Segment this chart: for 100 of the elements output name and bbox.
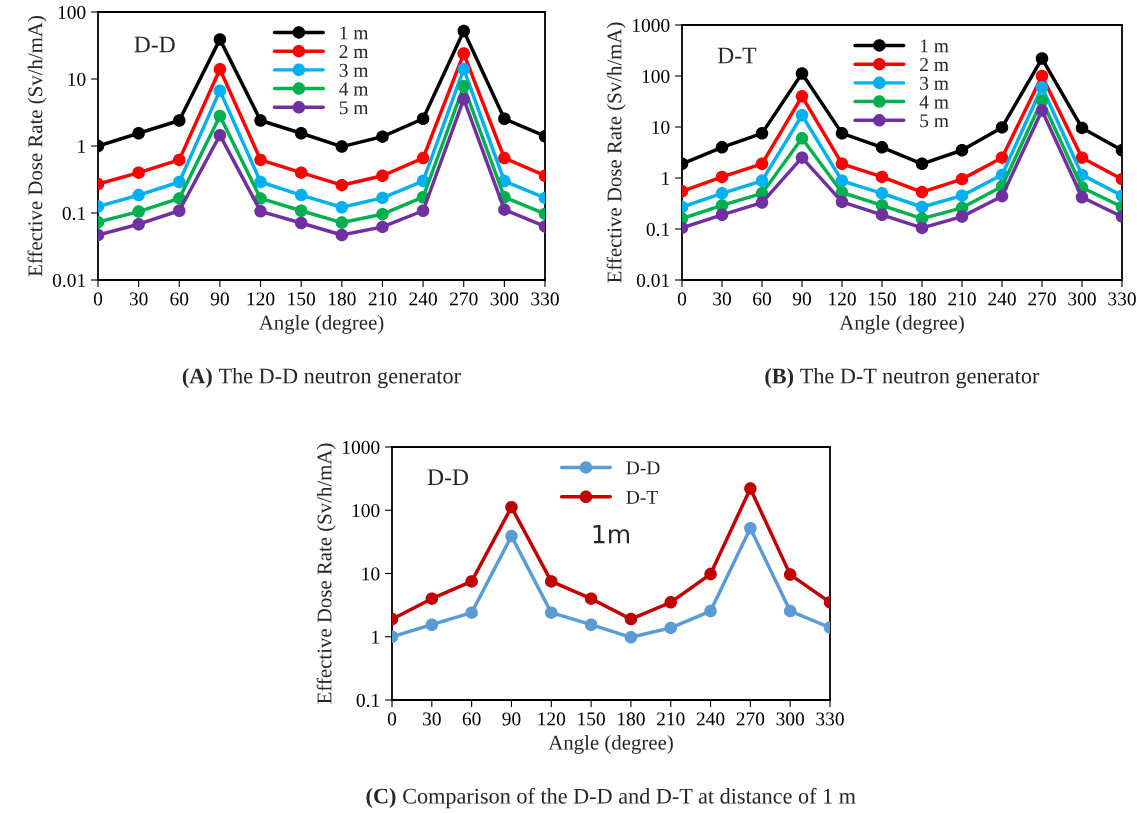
- point: [1035, 52, 1049, 65]
- x-tick-label: 180: [909, 292, 936, 306]
- x-axis-title: Angle (degree): [548, 734, 673, 754]
- x-tick-label: 120: [829, 292, 856, 306]
- point: [915, 185, 929, 199]
- y-tick-label: 10: [652, 120, 670, 134]
- point: [955, 210, 969, 223]
- point: [457, 92, 470, 106]
- x-tick-label: 120: [247, 292, 275, 306]
- point: [835, 157, 849, 171]
- point: [457, 47, 470, 60]
- point: [1035, 69, 1049, 83]
- legend-label: 2 m: [339, 45, 369, 58]
- x-tick-label: 330: [531, 292, 559, 306]
- point: [795, 151, 809, 164]
- point: [545, 575, 558, 588]
- point: [132, 127, 145, 140]
- point: [457, 79, 470, 93]
- x-tick-label: 30: [423, 712, 441, 726]
- annotation: 1m: [593, 524, 630, 544]
- y-tick-label: 10: [362, 567, 380, 581]
- x-tick-label: 180: [328, 292, 356, 306]
- x-tick-label: 240: [696, 712, 725, 726]
- x-tick-label: 270: [1028, 292, 1056, 306]
- point: [132, 166, 145, 179]
- point: [335, 200, 349, 214]
- point: [795, 132, 809, 145]
- text: (B) The D-T neutron generator: [765, 367, 1040, 389]
- x-tick-label: 0: [93, 292, 103, 306]
- x-tick-label: 60: [170, 292, 189, 306]
- point: [744, 521, 757, 535]
- point: [795, 90, 809, 103]
- x-tick-label: 90: [210, 292, 229, 306]
- y-tick-label: 1: [662, 171, 670, 185]
- legend-label: 4 m: [339, 82, 369, 96]
- point: [376, 207, 389, 221]
- point: [335, 228, 349, 242]
- legend-label: 4 m: [919, 95, 949, 109]
- point: [755, 196, 769, 209]
- point: [715, 208, 729, 222]
- x-tick-label: 0: [387, 712, 397, 726]
- point: [995, 151, 1009, 164]
- point: [416, 204, 430, 218]
- point: [132, 205, 145, 218]
- point: [624, 631, 638, 644]
- x-axis-title: Angle (degree): [258, 314, 384, 334]
- legend-label: 3 m: [920, 76, 949, 90]
- y-tick-label: 1000: [343, 440, 380, 454]
- x-tick-label: 330: [816, 712, 844, 726]
- point: [254, 175, 267, 189]
- y-tick-label: 100: [58, 5, 86, 19]
- y-tick-label: 10: [68, 72, 86, 86]
- x-tick-label: 330: [1108, 292, 1136, 306]
- point: [132, 217, 145, 231]
- x-tick-label: 300: [776, 712, 805, 726]
- x-tick-label: 30: [129, 292, 148, 306]
- x-tick-label: 180: [618, 712, 645, 726]
- point: [584, 592, 598, 605]
- y-tick-label: 0.1: [62, 206, 86, 221]
- point: [254, 153, 267, 167]
- point: [783, 568, 797, 581]
- point: [955, 189, 969, 202]
- point: [915, 157, 929, 171]
- point: [875, 187, 889, 200]
- x-tick-label: 30: [713, 292, 731, 306]
- y-tick-label: 0.1: [646, 222, 670, 237]
- point: [254, 114, 267, 127]
- point: [995, 189, 1009, 203]
- point: [254, 205, 267, 218]
- point: [505, 500, 518, 514]
- legend-label: 3 m: [339, 63, 369, 77]
- point: [704, 567, 717, 581]
- x-tick-label: 90: [502, 712, 521, 726]
- y-tick-label: 100: [352, 504, 380, 518]
- annotation: D-D: [134, 36, 175, 53]
- point: [294, 166, 308, 179]
- point: [294, 204, 308, 218]
- point: [294, 216, 308, 230]
- point: [213, 109, 227, 123]
- y-tick-label: 100: [642, 69, 670, 83]
- x-tick-label: 300: [490, 292, 519, 306]
- point: [955, 172, 969, 186]
- x-tick-label: 270: [450, 292, 478, 306]
- point: [457, 24, 470, 38]
- point: [173, 175, 186, 189]
- legend-label: 1 m: [340, 26, 369, 40]
- point: [465, 575, 478, 588]
- point: [835, 127, 849, 140]
- x-tick-label: 150: [869, 292, 896, 306]
- point: [376, 220, 389, 234]
- y-axis-title: Effective Dose Rate (Sv/h/mA): [27, 16, 47, 277]
- point: [584, 618, 598, 631]
- point: [335, 216, 349, 229]
- point: [1075, 190, 1089, 204]
- legend-label: D-D: [626, 461, 660, 475]
- point: [715, 141, 729, 154]
- point: [875, 208, 889, 222]
- point: [1035, 104, 1049, 117]
- y-tick-label: 1000: [633, 18, 670, 32]
- point: [213, 62, 227, 76]
